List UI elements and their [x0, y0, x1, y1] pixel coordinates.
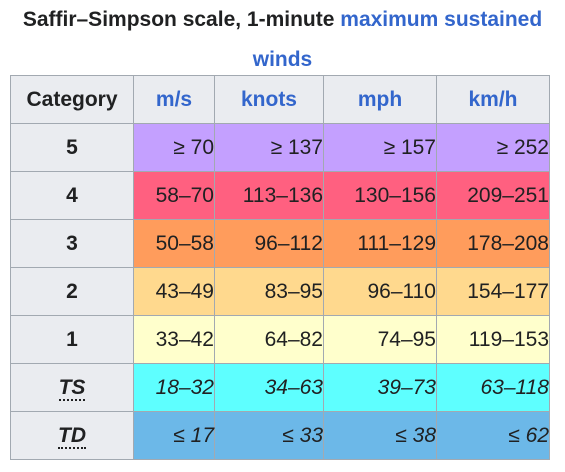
- knots-cell: ≤ 33: [214, 411, 324, 460]
- mph-cell: 74–95: [323, 315, 437, 364]
- caption-text: Saffir–Simpson scale, 1-minute: [22, 8, 341, 31]
- saffir-simpson-table: Category m/s knots mph km/h 5 ≥ 70 ≥ 137…: [10, 75, 550, 460]
- mph-cell: ≤ 38: [323, 411, 437, 460]
- kmh-cell: 63–118: [436, 363, 550, 412]
- table-row: 1 33–42 64–82 74–95 119–153: [10, 315, 550, 364]
- mph-cell: 130–156: [323, 171, 437, 220]
- table-row: 5 ≥ 70 ≥ 137 ≥ 157 ≥ 252: [10, 123, 550, 172]
- maximum-sustained-winds-link[interactable]: maximum sustained winds: [252, 8, 543, 71]
- category-cell: TS: [10, 363, 134, 412]
- tropical-depression-abbr[interactable]: TD: [58, 423, 86, 449]
- header-kmh-link[interactable]: km/h: [436, 75, 550, 124]
- table-row: TS 18–32 34–63 39–73 63–118: [10, 363, 550, 412]
- table-row: TD ≤ 17 ≤ 33 ≤ 38 ≤ 62: [10, 411, 550, 460]
- header-knots-link[interactable]: knots: [214, 75, 324, 124]
- knots-cell: 113–136: [214, 171, 324, 220]
- kmh-cell: 178–208: [436, 219, 550, 268]
- knots-cell: 64–82: [214, 315, 324, 364]
- kmh-cell: 154–177: [436, 267, 550, 316]
- category-cell: TD: [10, 411, 134, 460]
- ms-cell: 58–70: [133, 171, 215, 220]
- header-mph-link[interactable]: mph: [323, 75, 437, 124]
- knots-cell: ≥ 137: [214, 123, 324, 172]
- category-cell: 5: [10, 123, 134, 172]
- mph-cell: ≥ 157: [323, 123, 437, 172]
- ms-cell: 18–32: [133, 363, 215, 412]
- category-cell: 2: [10, 267, 134, 316]
- table-row: 4 58–70 113–136 130–156 209–251: [10, 171, 550, 220]
- category-cell: 3: [10, 219, 134, 268]
- ms-cell: ≥ 70: [133, 123, 215, 172]
- category-cell: 1: [10, 315, 134, 364]
- kmh-cell: ≥ 252: [436, 123, 550, 172]
- ms-cell: 43–49: [133, 267, 215, 316]
- kmh-cell: ≤ 62: [436, 411, 550, 460]
- ms-cell: ≤ 17: [133, 411, 215, 460]
- tropical-storm-abbr[interactable]: TS: [58, 375, 86, 401]
- mph-cell: 111–129: [323, 219, 437, 268]
- header-ms-link[interactable]: m/s: [133, 75, 215, 124]
- table-row: 3 50–58 96–112 111–129 178–208: [10, 219, 550, 268]
- knots-cell: 96–112: [214, 219, 324, 268]
- mph-cell: 96–110: [323, 267, 437, 316]
- header-category: Category: [10, 75, 134, 124]
- kmh-cell: 119–153: [436, 315, 550, 364]
- knots-cell: 83–95: [214, 267, 324, 316]
- table-caption: Saffir–Simpson scale, 1-minute maximum s…: [0, 0, 565, 80]
- category-cell: 4: [10, 171, 134, 220]
- knots-cell: 34–63: [214, 363, 324, 412]
- mph-cell: 39–73: [323, 363, 437, 412]
- kmh-cell: 209–251: [436, 171, 550, 220]
- table-row: 2 43–49 83–95 96–110 154–177: [10, 267, 550, 316]
- ms-cell: 33–42: [133, 315, 215, 364]
- header-row: Category m/s knots mph km/h: [10, 75, 550, 124]
- ms-cell: 50–58: [133, 219, 215, 268]
